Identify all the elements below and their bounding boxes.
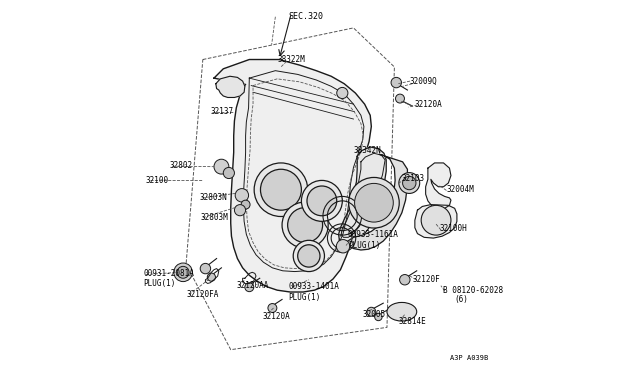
Text: 32004M: 32004M (447, 185, 474, 194)
Circle shape (403, 176, 416, 190)
Circle shape (399, 173, 420, 193)
Text: 32120A: 32120A (262, 312, 290, 321)
Text: B 08120-62028: B 08120-62028 (443, 286, 503, 295)
Polygon shape (347, 154, 408, 250)
Text: 32137: 32137 (211, 107, 234, 116)
Polygon shape (415, 205, 457, 238)
Circle shape (234, 205, 246, 216)
Circle shape (282, 202, 328, 248)
Circle shape (241, 200, 250, 209)
Circle shape (399, 275, 410, 285)
Text: 32100H: 32100H (439, 224, 467, 233)
Polygon shape (426, 163, 451, 209)
Circle shape (287, 208, 323, 243)
Text: PLUG(1): PLUG(1) (348, 241, 380, 250)
Text: 32120F: 32120F (413, 275, 441, 283)
Polygon shape (339, 147, 386, 246)
Circle shape (391, 77, 401, 88)
Circle shape (235, 189, 248, 202)
Circle shape (374, 313, 382, 321)
Text: 38342N: 38342N (353, 146, 381, 155)
Text: (6): (6) (454, 295, 468, 304)
Text: 32803N: 32803N (199, 193, 227, 202)
Text: 32005: 32005 (363, 310, 386, 319)
Text: 32009Q: 32009Q (410, 77, 437, 86)
Ellipse shape (387, 302, 417, 321)
Text: 32100: 32100 (145, 176, 168, 185)
Circle shape (223, 167, 234, 179)
Text: 32120FA: 32120FA (186, 291, 218, 299)
Text: 00933-1401A: 00933-1401A (289, 282, 339, 291)
Circle shape (268, 304, 277, 312)
Text: 38322M: 38322M (277, 55, 305, 64)
Text: 00933-1161A: 00933-1161A (348, 230, 399, 239)
Circle shape (307, 186, 337, 216)
Circle shape (355, 183, 394, 222)
Circle shape (174, 263, 193, 282)
Circle shape (177, 266, 189, 278)
Text: 32814E: 32814E (398, 317, 426, 326)
Circle shape (260, 169, 301, 210)
Circle shape (337, 87, 348, 99)
Circle shape (254, 163, 308, 217)
Circle shape (207, 273, 216, 281)
Text: 32120AA: 32120AA (236, 281, 269, 290)
Text: 32802: 32802 (170, 161, 193, 170)
Circle shape (200, 263, 211, 274)
Text: SEC.320: SEC.320 (289, 12, 323, 21)
Circle shape (214, 159, 229, 174)
Text: 00931-2081A: 00931-2081A (143, 269, 194, 278)
Circle shape (293, 240, 324, 272)
Text: 32103: 32103 (402, 174, 425, 183)
Circle shape (349, 177, 399, 228)
Circle shape (298, 245, 320, 267)
Polygon shape (214, 60, 371, 292)
Circle shape (367, 307, 376, 316)
Circle shape (421, 205, 451, 235)
Text: PLUG(1): PLUG(1) (143, 279, 175, 288)
Circle shape (301, 180, 342, 221)
Text: A3P A039B: A3P A039B (450, 355, 488, 361)
Circle shape (245, 283, 254, 292)
Polygon shape (216, 76, 245, 97)
Text: PLUG(1): PLUG(1) (289, 293, 321, 302)
Text: 32803M: 32803M (201, 213, 228, 222)
Circle shape (396, 94, 404, 103)
Text: 32120A: 32120A (415, 100, 443, 109)
Circle shape (337, 240, 349, 253)
